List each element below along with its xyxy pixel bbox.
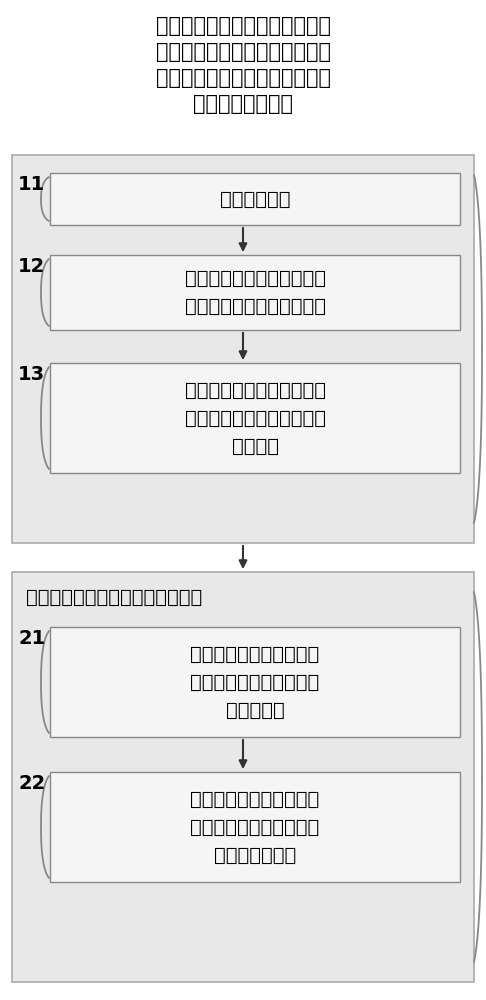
- Text: 按照显示需要读取波形数据，如: 按照显示需要读取波形数据，如: [156, 16, 330, 36]
- Text: 读取文件头，获取包括波形
名字、波形数量等标识信息: 读取文件头，获取包括波形 名字、波形数量等标识信息: [185, 269, 326, 316]
- Text: 12: 12: [18, 257, 45, 276]
- Text: 1: 1: [485, 215, 486, 235]
- Bar: [12, 572, 474, 982]
- Text: 13: 13: [18, 365, 45, 384]
- Text: 入的当前不活动的波形数据调出: 入的当前不活动的波形数据调出: [156, 68, 330, 88]
- Text: 根据用户需要显示的波形要
求，从波形数据中读取出对
应的波形: 根据用户需要显示的波形要 求，从波形数据中读取出对 应的波形: [185, 380, 326, 456]
- Text: 内存，写入硬盘。: 内存，写入硬盘。: [193, 94, 293, 114]
- Bar: [12, 155, 474, 543]
- Text: 21: 21: [18, 629, 45, 648]
- Text: 建立内存映射: 建立内存映射: [220, 190, 290, 209]
- Text: 22: 22: [18, 774, 45, 793]
- Text: 根据实际需要的时间范围
，从实际波形数据中获得
对应数据段: 根据实际需要的时间范围 ，从实际波形数据中获得 对应数据段: [191, 645, 320, 720]
- Text: 2: 2: [485, 746, 486, 766]
- Text: 根据用户设定的波形显示
密度对原始波形数据进行
线性插值和显示: 根据用户设定的波形显示 密度对原始波形数据进行 线性插值和显示: [191, 790, 320, 864]
- Bar: [50, 627, 460, 737]
- Bar: [50, 173, 460, 225]
- Bar: [50, 255, 460, 330]
- Text: 11: 11: [18, 175, 45, 194]
- Bar: [50, 363, 460, 473]
- Text: 按照需要对波形数据进行处理显示: 按照需要对波形数据进行处理显示: [26, 588, 202, 607]
- Text: 果消耗内存超出规定值，将已读: 果消耗内存超出规定值，将已读: [156, 42, 330, 62]
- Bar: [50, 772, 460, 882]
